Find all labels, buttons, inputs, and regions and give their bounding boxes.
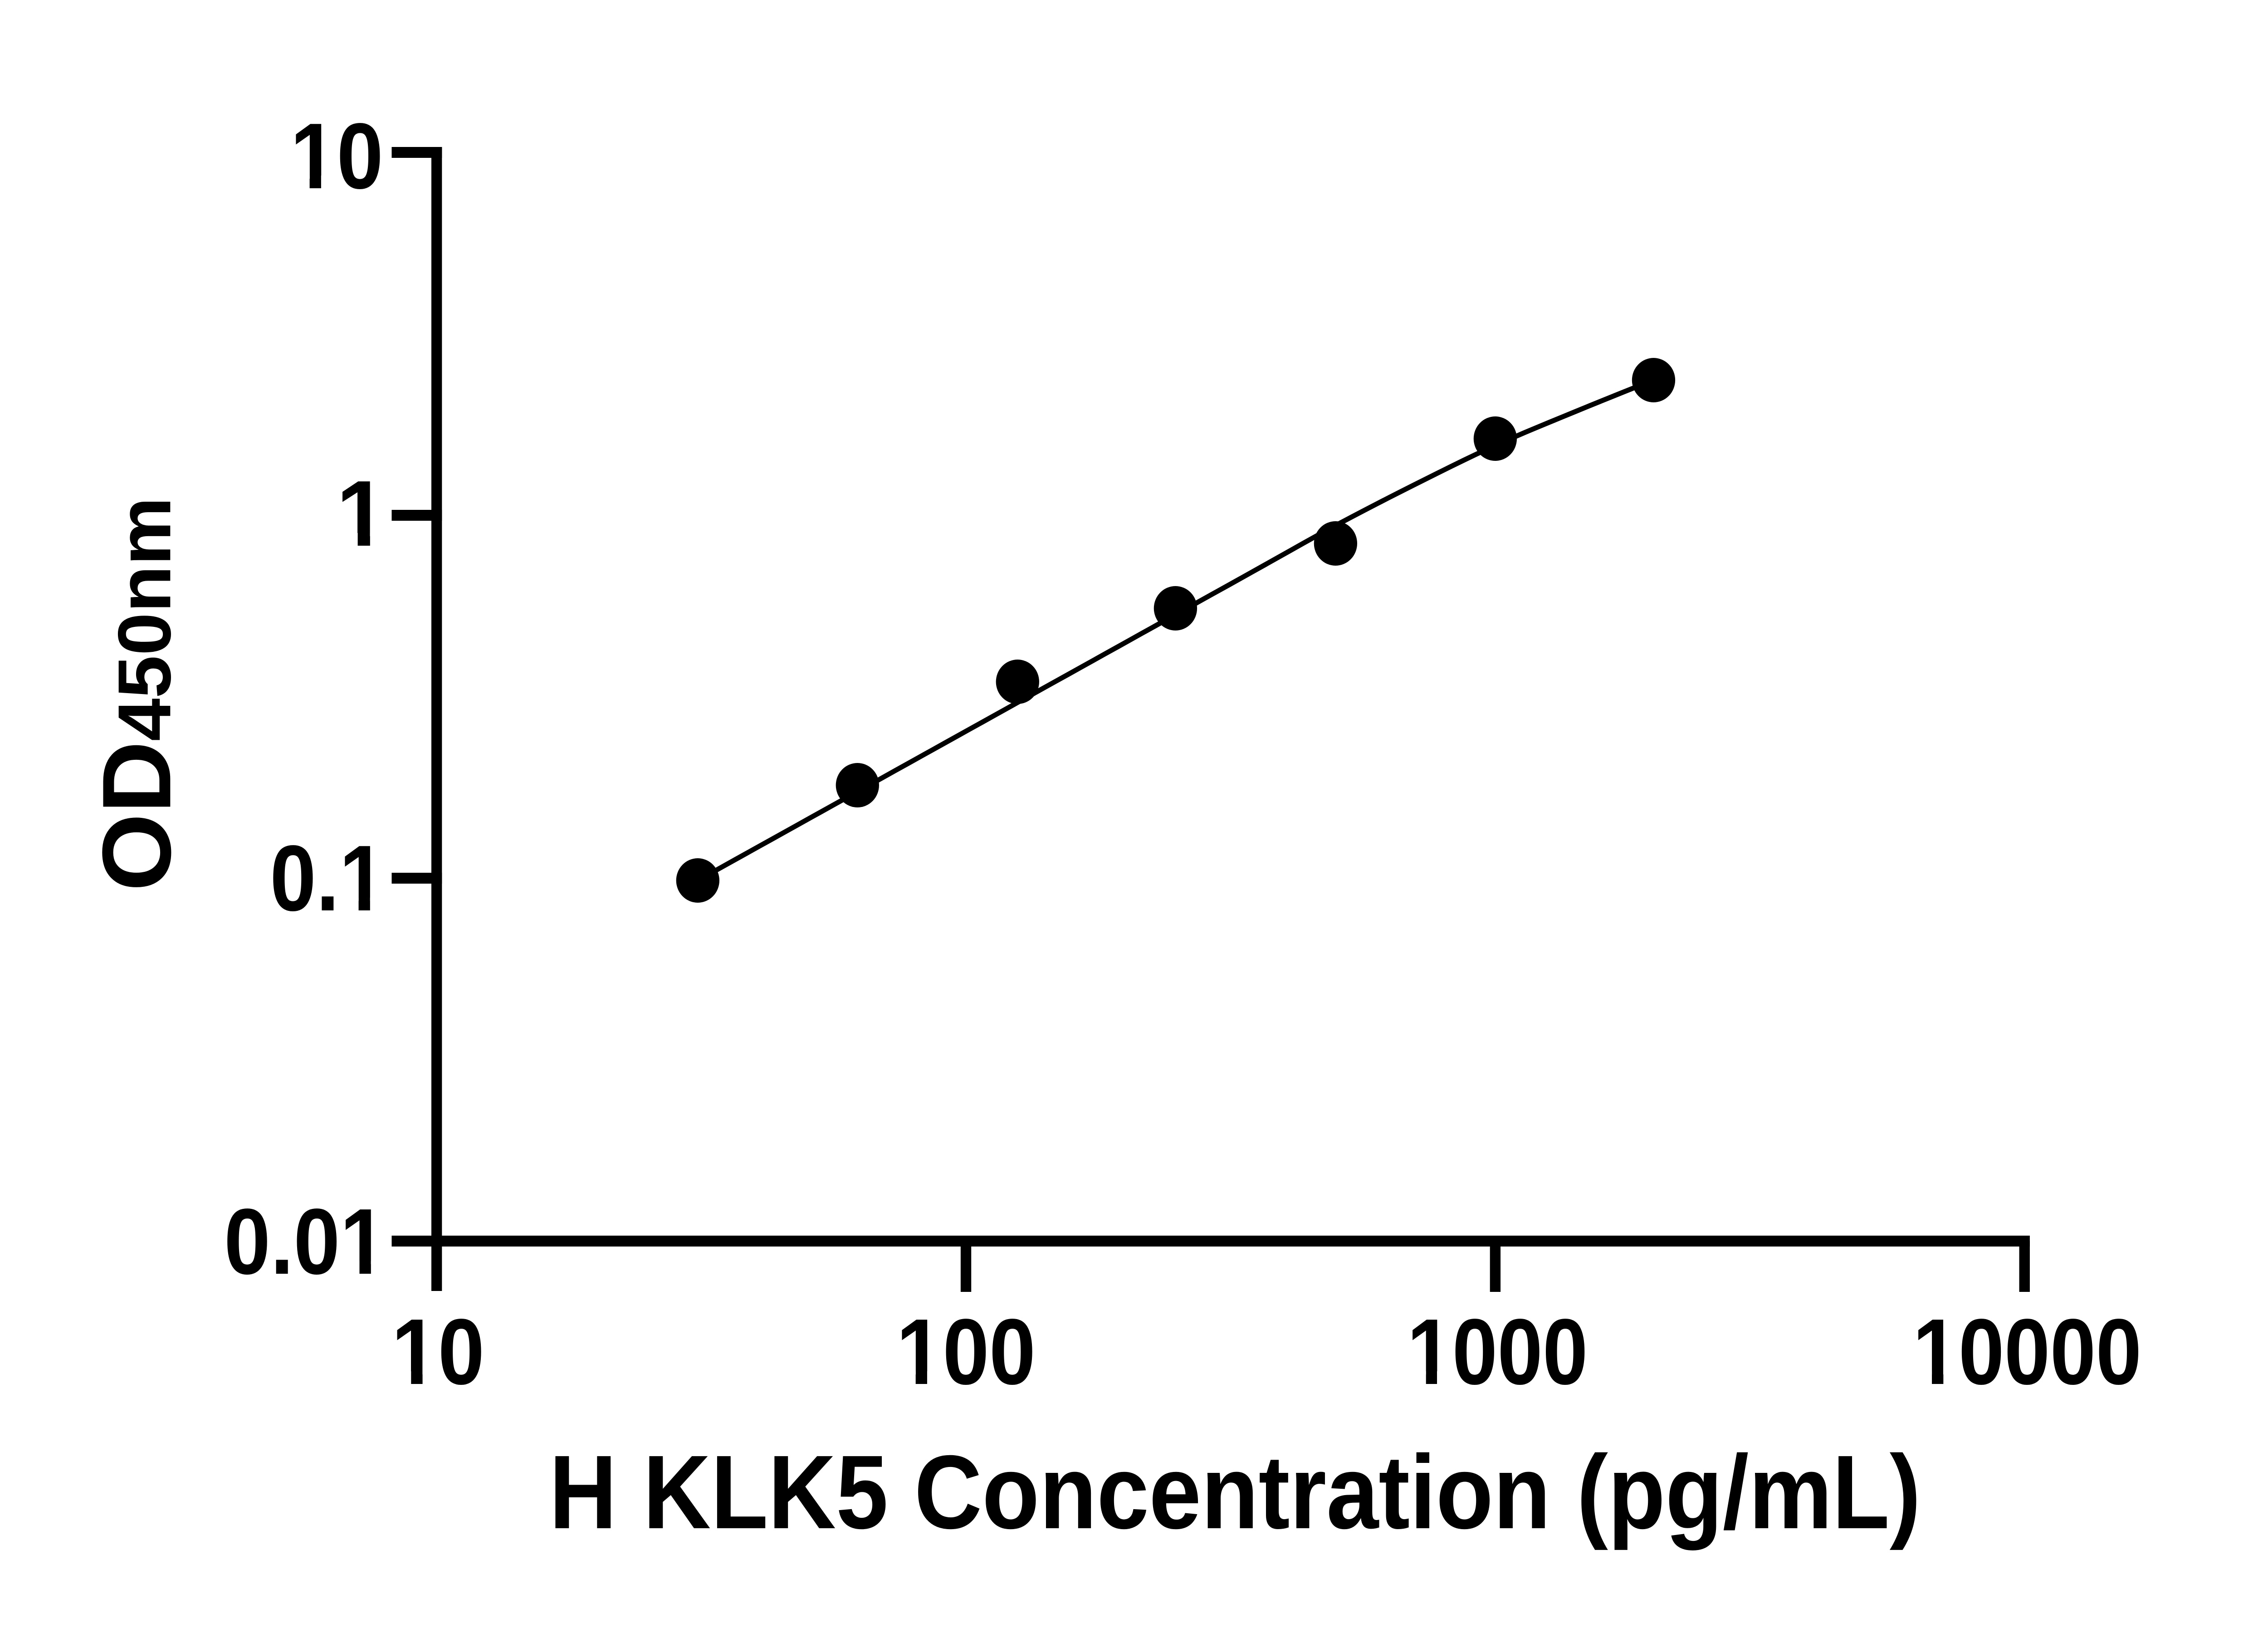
svg-text:H KLK5 Concentration (pg/mL): H KLK5 Concentration (pg/mL) bbox=[549, 1434, 1921, 1551]
svg-text:1000: 1000 bbox=[1407, 1300, 1588, 1404]
svg-text:1: 1 bbox=[336, 461, 386, 566]
svg-text:0.1: 0.1 bbox=[270, 826, 386, 930]
svg-text:OD: OD bbox=[83, 741, 191, 891]
svg-text:100: 100 bbox=[896, 1300, 1036, 1404]
svg-text:450nm: 450nm bbox=[102, 497, 186, 741]
svg-text:10: 10 bbox=[290, 104, 383, 208]
svg-text:10000: 10000 bbox=[1913, 1300, 2142, 1404]
svg-text:0.01: 0.01 bbox=[224, 1189, 386, 1294]
svg-text:10: 10 bbox=[391, 1300, 484, 1404]
